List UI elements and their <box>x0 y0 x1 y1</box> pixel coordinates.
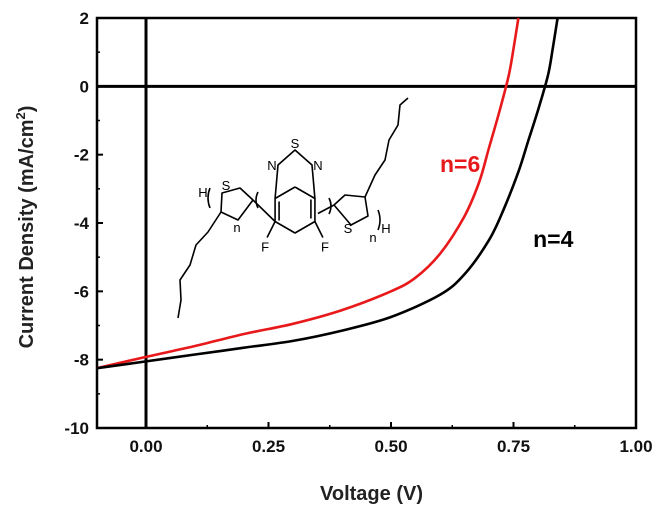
y-axis-title-main: Current Density (mA/cm <box>16 119 38 348</box>
benzene-ring <box>274 186 316 234</box>
repeat-bracket <box>328 197 332 215</box>
y-axis-title: Current Density (mA/cm2) <box>13 106 38 349</box>
labels-layer: Voltage (V) Current Density (mA/cm2) n=6 n=… <box>13 106 574 505</box>
atom-s: S <box>291 136 300 151</box>
plot-axes: 0.00 0.25 0.50 0.75 1.00 -10 -8 -6 -4 -2 0 2 <box>64 9 652 456</box>
y-tick-label: 2 <box>80 9 89 28</box>
series-label-n-6: n=6 <box>440 151 480 177</box>
x-tick-label: 0.25 <box>252 437 285 456</box>
repeat-n: n <box>233 220 240 235</box>
repeat-bracket <box>255 191 259 209</box>
atom-s: S <box>222 178 231 193</box>
repeat-n: n <box>369 230 376 245</box>
series-label-n-4: n=4 <box>533 226 573 252</box>
y-tick-label: -10 <box>64 419 89 438</box>
x-tick-label: 0.50 <box>374 437 407 456</box>
repeat-bracket <box>377 209 381 231</box>
hexyl-chain <box>177 211 222 319</box>
atom-h: H <box>198 185 207 200</box>
x-tick-label: 0.00 <box>129 437 162 456</box>
repeat-bracket <box>207 187 211 209</box>
y-axis-title-end: ) <box>16 106 38 113</box>
x-axis-title: Voltage (V) <box>320 483 423 505</box>
y-tick-label: -4 <box>74 214 90 233</box>
x-tick-label: 1.00 <box>619 437 652 456</box>
thiophene-right <box>333 194 369 226</box>
atom-n: N <box>313 158 322 173</box>
atom-s: S <box>344 221 353 236</box>
thiadiazole-ring <box>274 149 316 199</box>
y-tick-label: -2 <box>74 146 89 165</box>
series-line-n-4 <box>96 17 559 370</box>
series-layer <box>96 17 559 370</box>
y-axis-title-sup: 2 <box>13 112 28 119</box>
atom-h: H <box>381 221 390 236</box>
series-line-n-6 <box>96 17 520 370</box>
y-tick-label: -6 <box>74 282 89 301</box>
hexyl-chain <box>364 97 409 198</box>
bond-f <box>266 221 276 238</box>
atom-n: N <box>267 158 276 173</box>
x-tick-label: 0.75 <box>497 437 530 456</box>
y-tick-label: 0 <box>80 77 89 96</box>
atom-f: F <box>261 240 269 255</box>
atom-f: F <box>321 240 329 255</box>
thiophene-left <box>220 187 254 221</box>
plot-frame <box>95 16 638 430</box>
y-tick-label: -8 <box>74 351 89 370</box>
bond-f <box>314 221 324 238</box>
